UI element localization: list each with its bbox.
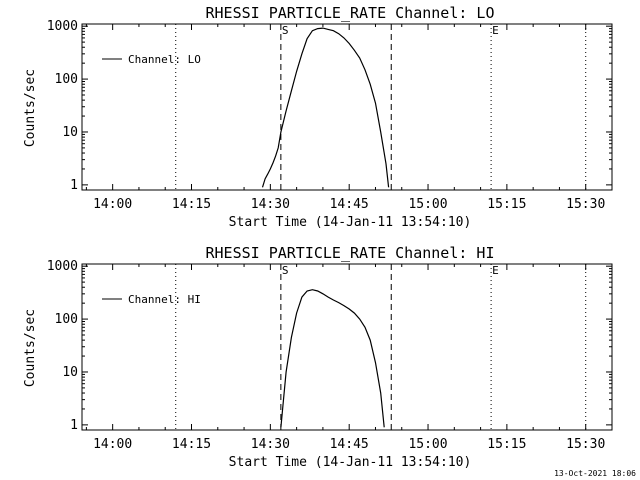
y-tick-label: 1000 (47, 19, 78, 34)
x-tick-label: 15:00 (408, 197, 447, 212)
marker-label: E (492, 24, 499, 37)
x-tick-label: 15:30 (566, 437, 605, 452)
x-tick-label: 14:30 (251, 437, 290, 452)
x-tick-label: 14:00 (93, 197, 132, 212)
marker-label: S (282, 264, 289, 277)
chart-title-1: RHESSI PARTICLE_RATE Channel: LO (206, 4, 495, 22)
legend-label-2: Channel: HI (128, 293, 201, 306)
x-tick-label: 14:45 (330, 197, 369, 212)
x-tick-label: 14:30 (251, 197, 290, 212)
y-tick-label: 100 (55, 72, 78, 87)
y-tick-label: 10 (62, 125, 78, 140)
y-tick-label: 1 (70, 178, 78, 193)
x-tick-label: 15:15 (487, 197, 526, 212)
y-tick-label: 1000 (47, 259, 78, 274)
marker-label: S (282, 24, 289, 37)
chart-title-2: RHESSI PARTICLE_RATE Channel: HI (206, 244, 495, 262)
x-tick-label: 14:15 (172, 437, 211, 452)
timestamp-footer: 13-Oct-2021 18:06 (554, 469, 636, 478)
x-tick-label: 14:00 (93, 437, 132, 452)
x-tick-label: 14:45 (330, 437, 369, 452)
y-tick-label: 100 (55, 312, 78, 327)
y-axis-label-2: Counts/sec (23, 309, 38, 387)
series-line-2 (280, 289, 385, 428)
series-line-1 (261, 27, 390, 188)
x-tick-label: 14:15 (172, 197, 211, 212)
x-tick-label: 15:15 (487, 437, 526, 452)
y-axis-label-1: Counts/sec (23, 69, 38, 147)
legend-label-1: Channel: LO (128, 53, 201, 66)
x-axis-label-2: Start Time (14-Jan-11 13:54:10) (229, 455, 472, 470)
y-tick-label: 1 (70, 418, 78, 433)
marker-label: E (492, 264, 499, 277)
x-tick-label: 15:30 (566, 197, 605, 212)
x-tick-label: 15:00 (408, 437, 447, 452)
y-tick-label: 10 (62, 365, 78, 380)
x-axis-label-1: Start Time (14-Jan-11 13:54:10) (229, 215, 472, 230)
